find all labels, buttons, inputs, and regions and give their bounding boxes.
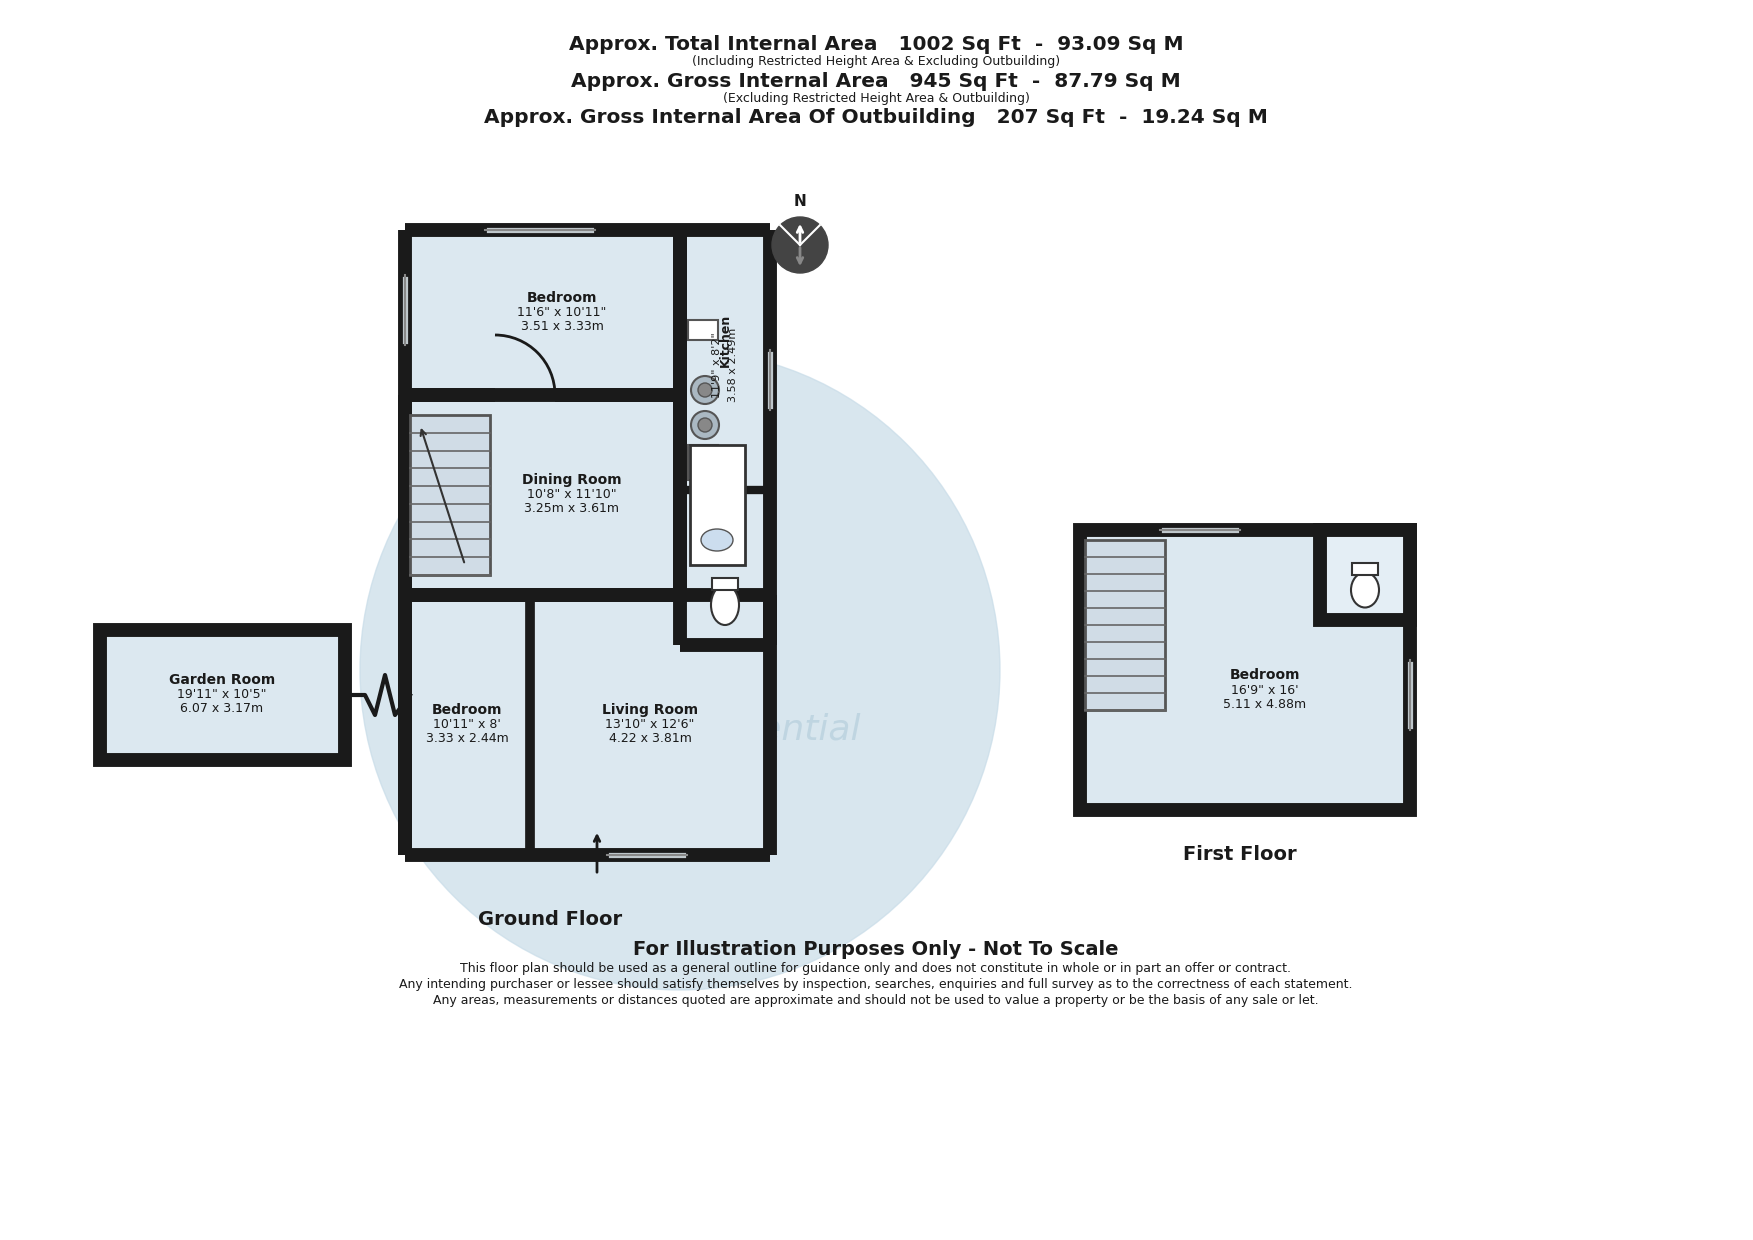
Text: 3.58 x 2.49m: 3.58 x 2.49m bbox=[727, 327, 738, 402]
Text: (Including Restricted Height Area & Excluding Outbuilding): (Including Restricted Height Area & Excl… bbox=[692, 55, 1061, 68]
Text: Bedroom: Bedroom bbox=[431, 703, 503, 717]
Bar bbox=[1320, 529, 1409, 620]
Bar bbox=[1085, 539, 1166, 711]
Bar bbox=[405, 396, 680, 595]
Circle shape bbox=[698, 418, 712, 432]
Text: Approx. Gross Internal Area Of Outbuilding   207 Sq Ft  -  19.24 Sq M: Approx. Gross Internal Area Of Outbuildi… bbox=[484, 108, 1267, 126]
Bar bbox=[405, 229, 680, 396]
Bar bbox=[687, 320, 719, 340]
Circle shape bbox=[359, 350, 999, 990]
Text: Bedroom: Bedroom bbox=[1231, 668, 1301, 682]
Text: 3.25m x 3.61m: 3.25m x 3.61m bbox=[524, 502, 619, 516]
Text: Dining Room: Dining Room bbox=[522, 472, 622, 487]
Text: 16'9" x 16': 16'9" x 16' bbox=[1231, 683, 1299, 697]
Text: 5.11 x 4.88m: 5.11 x 4.88m bbox=[1224, 697, 1306, 711]
Bar bbox=[607, 851, 687, 859]
Bar bbox=[687, 445, 719, 480]
Text: 10'11" x 8': 10'11" x 8' bbox=[433, 718, 501, 732]
Bar bbox=[401, 275, 408, 345]
Ellipse shape bbox=[1352, 573, 1380, 608]
Text: 4.22 x 3.81m: 4.22 x 3.81m bbox=[608, 733, 691, 745]
Circle shape bbox=[691, 410, 719, 439]
Bar bbox=[766, 350, 775, 410]
Text: bolt: bolt bbox=[550, 631, 773, 729]
Bar bbox=[1160, 526, 1239, 534]
Bar bbox=[100, 630, 345, 760]
Text: Any areas, measurements or distances quoted are approximate and should not be us: Any areas, measurements or distances quo… bbox=[433, 994, 1318, 1007]
Text: 19'11" x 10'5": 19'11" x 10'5" bbox=[177, 688, 266, 702]
Text: Bedroom: Bedroom bbox=[526, 291, 598, 305]
Text: 3.51 x 3.33m: 3.51 x 3.33m bbox=[521, 320, 603, 334]
Bar bbox=[529, 595, 770, 856]
Text: Any intending purchaser or lessee should satisfy themselves by inspection, searc: Any intending purchaser or lessee should… bbox=[400, 978, 1353, 991]
Circle shape bbox=[698, 383, 712, 397]
Text: Approx. Total Internal Area   1002 Sq Ft  -  93.09 Sq M: Approx. Total Internal Area 1002 Sq Ft -… bbox=[568, 35, 1183, 55]
Text: For Illustration Purposes Only - Not To Scale: For Illustration Purposes Only - Not To … bbox=[633, 940, 1118, 959]
Text: Living Room: Living Room bbox=[601, 703, 698, 717]
Text: N: N bbox=[794, 193, 806, 210]
Text: 10'8" x 11'10": 10'8" x 11'10" bbox=[528, 489, 617, 501]
Text: 11'6" x 10'11": 11'6" x 10'11" bbox=[517, 306, 607, 320]
Text: 3.33 x 2.44m: 3.33 x 2.44m bbox=[426, 733, 508, 745]
Bar bbox=[1406, 660, 1415, 730]
Ellipse shape bbox=[701, 529, 733, 551]
Bar bbox=[1075, 525, 1415, 815]
Bar bbox=[691, 445, 745, 565]
Text: First Floor: First Floor bbox=[1183, 844, 1297, 864]
Text: 6.07 x 3.17m: 6.07 x 3.17m bbox=[181, 703, 263, 715]
Circle shape bbox=[771, 217, 827, 273]
Text: This floor plan should be used as a general outline for guidance only and does n: This floor plan should be used as a gene… bbox=[461, 962, 1292, 975]
Bar bbox=[680, 490, 770, 645]
Text: 13'10" x 12'6": 13'10" x 12'6" bbox=[605, 718, 694, 732]
Bar bbox=[405, 595, 529, 856]
Bar bbox=[410, 415, 491, 575]
Bar bbox=[1352, 563, 1378, 575]
Text: 11'9" x 8'2": 11'9" x 8'2" bbox=[712, 332, 722, 398]
Text: Residential: Residential bbox=[659, 713, 861, 746]
Text: Approx. Gross Internal Area   945 Sq Ft  -  87.79 Sq M: Approx. Gross Internal Area 945 Sq Ft - … bbox=[571, 72, 1182, 91]
Text: Garden Room: Garden Room bbox=[168, 673, 275, 687]
Text: Ground Floor: Ground Floor bbox=[479, 910, 622, 929]
Text: Kitchen: Kitchen bbox=[719, 314, 731, 367]
Bar bbox=[1080, 529, 1409, 810]
Bar bbox=[680, 229, 770, 490]
Text: (Excluding Restricted Height Area & Outbuilding): (Excluding Restricted Height Area & Outb… bbox=[722, 92, 1029, 105]
Bar bbox=[486, 226, 594, 234]
Bar bbox=[712, 578, 738, 590]
Ellipse shape bbox=[712, 585, 740, 625]
Circle shape bbox=[691, 376, 719, 404]
